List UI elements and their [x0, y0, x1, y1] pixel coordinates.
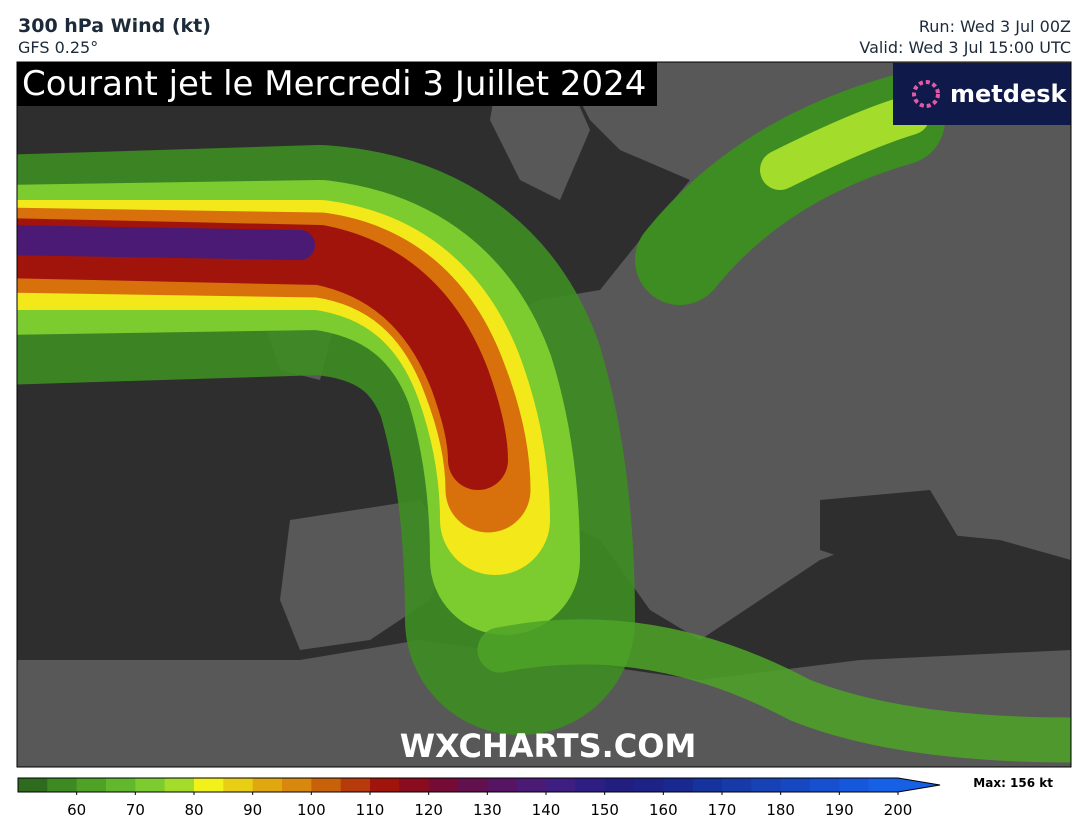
colorbar-segment	[428, 778, 459, 792]
colorbar-tick-label: 100	[297, 801, 326, 819]
colorbar-outline	[17, 777, 941, 793]
colorbar-segment	[252, 778, 283, 792]
black-sea	[820, 490, 960, 570]
colorbar-segment	[370, 778, 400, 792]
colorbar-segment	[487, 778, 518, 792]
colorbar-segment	[311, 778, 342, 792]
map-frame	[16, 61, 1072, 768]
colorbar-tick-label: 160	[649, 801, 678, 819]
colorbar-tick-label: 110	[356, 801, 385, 819]
colorbar-segment	[692, 778, 723, 792]
colorbar-segment	[340, 778, 371, 792]
colorbar-tick-label: 190	[825, 801, 854, 819]
colorbar-segment	[76, 778, 107, 792]
colorbar-segment	[18, 778, 48, 792]
overlay-title: Courant jet le Mercredi 3 Juillet 2024	[22, 64, 646, 104]
colorbar-segment	[810, 778, 840, 792]
colorbar-tick-label: 70	[126, 801, 145, 819]
colorbar-segment	[516, 778, 547, 792]
colorbar-segment	[575, 778, 606, 792]
colorbar-tick-label: 120	[414, 801, 443, 819]
colorbar-segment	[47, 778, 78, 792]
colorbar-max: Max: 156 kt	[973, 776, 1053, 790]
colorbar-segment	[164, 778, 195, 792]
colorbar-segment	[194, 778, 224, 792]
colorbar-tick-label: 180	[766, 801, 795, 819]
colorbar-segment	[223, 778, 254, 792]
colorbar-tick-label: 130	[473, 801, 502, 819]
colorbar-arrow	[898, 778, 940, 792]
colorbar-tick-label: 60	[67, 801, 86, 819]
colorbar-segment	[546, 778, 576, 792]
overlay-title-bg	[17, 62, 657, 106]
colorbar-tick-label: 200	[884, 801, 913, 819]
colorbar-tick-label: 150	[590, 801, 619, 819]
map: Courant jet le Mercredi 3 Juillet 2024 m…	[17, 62, 1071, 767]
logo: metdesk	[950, 80, 1068, 108]
jet-stream	[17, 75, 1071, 763]
colorbar-tick-label: 80	[184, 801, 203, 819]
colorbar-segment	[839, 778, 870, 792]
colorbar-segment	[751, 778, 782, 792]
colorbar-tick-label: 140	[532, 801, 561, 819]
colorbar-segment	[780, 778, 811, 792]
colorbar-segment	[106, 778, 136, 792]
colorbar: 60 70 80 90 100 110 120 130 140 150 160 170 180 190 20…	[17, 777, 941, 819]
colorbar-segment	[458, 778, 488, 792]
header-valid: Valid: Wed 3 Jul 15:00 UTC	[859, 38, 1071, 57]
header-title: 300 hPa Wind (kt)	[18, 15, 211, 37]
colorbar-tick-label: 90	[243, 801, 262, 819]
header-run: Run: Wed 3 Jul 00Z	[919, 17, 1071, 36]
colorbar-segment	[399, 778, 430, 792]
colorbar-segment	[868, 778, 899, 792]
logo-bg	[893, 63, 1071, 125]
header-model: GFS 0.25°	[18, 38, 98, 57]
colorbar-tick-label: 170	[708, 801, 737, 819]
colorbar-segment	[722, 778, 752, 792]
watermark: WXCHARTS.COM	[400, 727, 697, 765]
colorbar-segment	[135, 778, 166, 792]
colorbar-segment	[634, 778, 664, 792]
logo-icon	[912, 80, 940, 108]
colorbar-segment	[604, 778, 635, 792]
colorbar-segment	[663, 778, 694, 792]
colorbar-segment	[282, 778, 312, 792]
